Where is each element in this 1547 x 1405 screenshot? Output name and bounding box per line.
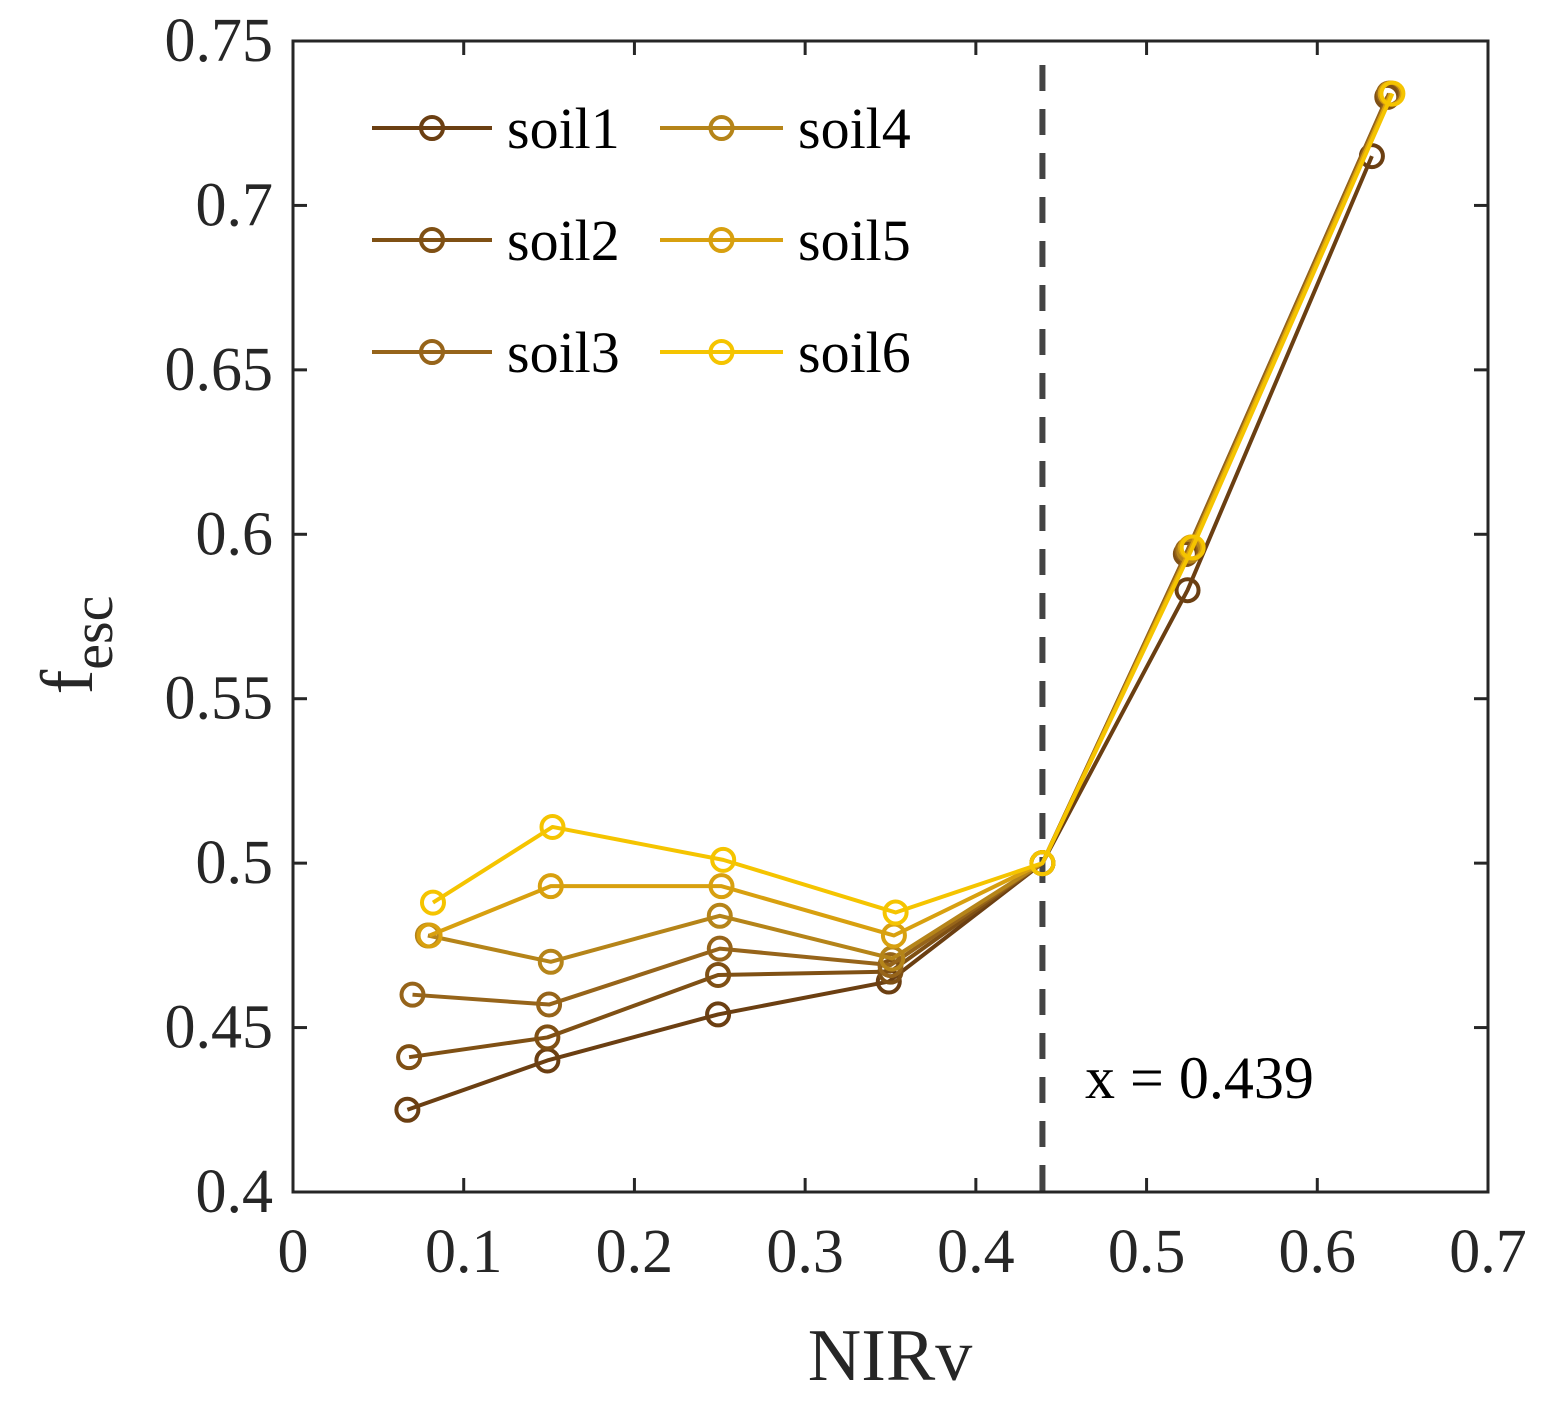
x-tick-label: 0.3 — [766, 1218, 844, 1286]
data-point-soil2 — [534, 1024, 561, 1051]
series-layer — [394, 80, 1406, 1123]
y-tick-label: 0.4 — [196, 1158, 274, 1226]
series-line-soil6 — [431, 92, 1395, 915]
legend-label: soil1 — [507, 96, 620, 161]
legend-label: soil2 — [507, 208, 620, 273]
axes-layer: 0 0.1 0.2 0.3 0.4 0.5 0.6 0.7 0.4 0.45 0.5 0.55 0.6 0… — [165, 7, 1527, 1286]
data-point-soil6 — [710, 846, 737, 873]
data-point-soil4 — [706, 902, 733, 929]
legend-swatch-marker — [708, 115, 735, 141]
data-point-soil2 — [705, 961, 732, 988]
y-axis-label-subscript: esc — [60, 596, 125, 670]
legend-swatch-marker — [708, 339, 735, 365]
legend-label: soil3 — [507, 320, 620, 385]
data-point-soil6 — [882, 899, 909, 926]
x-tick-label: 0.4 — [937, 1218, 1015, 1286]
data-point-soil3 — [706, 935, 733, 962]
y-tick-label: 0.75 — [165, 7, 274, 75]
legend-item-soil3: soil3 — [372, 320, 620, 385]
x-tick-label: 0.6 — [1279, 1218, 1357, 1286]
y-tick-label: 0.55 — [165, 665, 274, 733]
x-axis-label: NIRv — [808, 1315, 972, 1397]
data-point-soil5 — [708, 873, 735, 900]
data-point-soil6 — [1179, 534, 1206, 561]
data-point-soil6 — [1379, 80, 1406, 107]
legend-item-soil6: soil6 — [660, 320, 911, 385]
x-tick-label: 0.1 — [425, 1218, 503, 1286]
legend-swatch-marker — [708, 227, 735, 253]
legend-label: soil4 — [798, 96, 911, 161]
data-point-soil2 — [396, 1044, 423, 1071]
y-axis-label-main: f — [27, 669, 109, 694]
data-point-soil3 — [399, 981, 426, 1008]
data-point-soil5 — [416, 922, 443, 949]
y-tick-label: 0.6 — [196, 500, 274, 568]
data-point-soil3 — [536, 991, 563, 1018]
data-point-soil4 — [537, 948, 564, 975]
x-tick-label: 0.2 — [596, 1218, 674, 1286]
legend-swatch-marker — [419, 115, 445, 141]
y-axis-label: fesc — [27, 596, 125, 695]
threshold-annotation: x = 0.439 — [1085, 1045, 1314, 1111]
series-soil6 — [419, 80, 1406, 926]
x-tick-label: 0 — [278, 1218, 309, 1286]
data-point-soil1 — [705, 1001, 732, 1028]
x-tick-label: 0.5 — [1108, 1218, 1186, 1286]
x-tick-label: 0.7 — [1449, 1218, 1527, 1286]
plot-frame — [291, 39, 1490, 1194]
legend-swatch-marker — [419, 339, 445, 365]
legend-item-soil4: soil4 — [660, 96, 911, 161]
legend-label: soil5 — [798, 208, 911, 273]
data-point-soil6 — [539, 813, 566, 840]
legend-item-soil5: soil5 — [660, 208, 911, 273]
data-point-soil5 — [537, 873, 564, 900]
plot-frame-layer — [291, 39, 1490, 1194]
y-tick-label: 0.45 — [165, 994, 274, 1062]
y-axis-label-group: fesc — [27, 596, 125, 695]
legend: soil1 soil2 soil3 soil4 soil5 soil6 — [372, 96, 911, 385]
data-point-soil6 — [419, 889, 446, 916]
legend-item-soil1: soil1 — [372, 96, 620, 161]
data-point-soil1 — [1174, 577, 1201, 604]
legend-label: soil6 — [798, 320, 911, 385]
y-tick-label: 0.5 — [196, 829, 274, 897]
legend-item-soil2: soil2 — [372, 208, 620, 273]
data-point-soil6 — [1029, 850, 1056, 877]
y-tick-label: 0.7 — [196, 171, 274, 239]
y-tick-label: 0.65 — [165, 336, 274, 404]
legend-swatch-marker — [419, 227, 445, 253]
data-point-soil1 — [394, 1096, 421, 1123]
